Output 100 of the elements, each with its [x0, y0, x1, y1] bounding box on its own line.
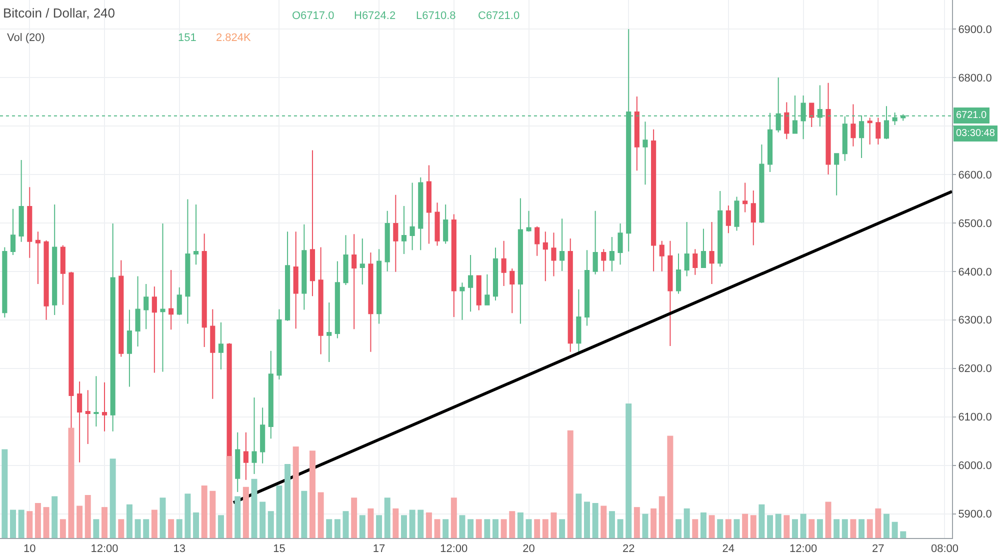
bar [276, 486, 282, 538]
x-tick-label: 24 [722, 543, 735, 556]
candlestick [326, 302, 332, 363]
candlestick [118, 260, 124, 358]
bar [650, 508, 657, 538]
candlestick [709, 221, 714, 285]
annotation: O6717.0 [292, 10, 334, 22]
candlestick [276, 308, 282, 380]
bar [376, 515, 382, 538]
candlestick [518, 198, 523, 324]
y-tick-label: 5900.0 [958, 508, 992, 521]
x-tick-label: 27 [872, 543, 884, 556]
bar [684, 508, 690, 538]
candlestick [27, 186, 32, 258]
bar [334, 519, 340, 538]
candlestick [168, 269, 174, 330]
y-tick-label: 6100.0 [958, 412, 992, 424]
candlestick [676, 252, 682, 294]
bar [351, 498, 358, 538]
candlestick [718, 190, 723, 268]
bar [442, 519, 449, 538]
candlestick [542, 231, 548, 282]
candlestick [750, 190, 756, 246]
y-tick-label: 6600.0 [958, 169, 992, 182]
candlestick [393, 194, 398, 272]
candlestick [352, 234, 357, 330]
bar [584, 502, 590, 538]
bar [359, 515, 366, 538]
candlestick [584, 250, 590, 326]
candlestick [759, 144, 764, 224]
candlestick [160, 222, 166, 372]
bar [608, 511, 615, 538]
bar [858, 519, 865, 538]
bar [342, 511, 349, 538]
bar [692, 519, 698, 538]
candlestick [85, 390, 90, 444]
candlestick [468, 254, 474, 312]
bar [384, 498, 390, 538]
bar [784, 515, 790, 538]
bar [168, 519, 174, 538]
candlestick [193, 204, 199, 266]
bar [767, 515, 774, 538]
bar [808, 519, 815, 538]
y-tick-label: 6800.0 [958, 72, 992, 84]
text: Bitcoin / Dollar, 240 [3, 6, 116, 20]
candlestick [418, 176, 424, 251]
bar [52, 496, 58, 538]
candlestick [659, 240, 664, 272]
y-tick-label: 6900.0 [958, 24, 992, 36]
bar [676, 519, 682, 538]
bar [60, 519, 66, 538]
candlestick [734, 196, 740, 232]
x-tick-label: 08:00 [930, 543, 958, 556]
bar [134, 519, 141, 538]
candlestick [809, 102, 814, 128]
candlestick [618, 222, 623, 266]
bar [400, 515, 407, 538]
bar [102, 507, 108, 538]
candlestick [534, 226, 540, 256]
candlestick [318, 246, 324, 355]
x-tick-label: 12:00 [790, 543, 818, 556]
candlestick [293, 231, 298, 330]
bar [484, 519, 490, 538]
bar [176, 519, 182, 538]
bar [842, 519, 848, 538]
bar [301, 490, 308, 538]
x-tick-label: 20 [522, 543, 535, 556]
bar [600, 506, 607, 538]
candlestick [102, 382, 108, 432]
candlestick [434, 202, 440, 246]
bar [151, 510, 158, 538]
candlestick [492, 247, 498, 301]
candlestick [268, 350, 274, 440]
bar [284, 464, 291, 538]
bar [734, 519, 740, 538]
bar [725, 519, 732, 538]
bar [492, 519, 498, 538]
bar [409, 510, 416, 538]
candlestick [176, 286, 182, 316]
bar [318, 492, 324, 538]
x-tick-label: 12:00 [440, 543, 468, 556]
candlestick [376, 248, 382, 324]
candlestick [692, 248, 698, 276]
candlestick [110, 222, 116, 432]
bar [658, 496, 665, 538]
bar [10, 510, 16, 538]
candlestick [210, 308, 216, 400]
bar [900, 531, 906, 538]
candlestick [252, 396, 257, 475]
bar [758, 504, 765, 538]
candlestick [60, 244, 66, 306]
bar [184, 494, 191, 538]
bar [775, 514, 782, 538]
candlestick [410, 182, 415, 251]
bar [160, 498, 166, 538]
bar [43, 507, 50, 538]
bar [576, 494, 582, 538]
x-tick-label: 22 [622, 543, 635, 556]
candlestick [384, 210, 390, 272]
bar [268, 511, 274, 538]
